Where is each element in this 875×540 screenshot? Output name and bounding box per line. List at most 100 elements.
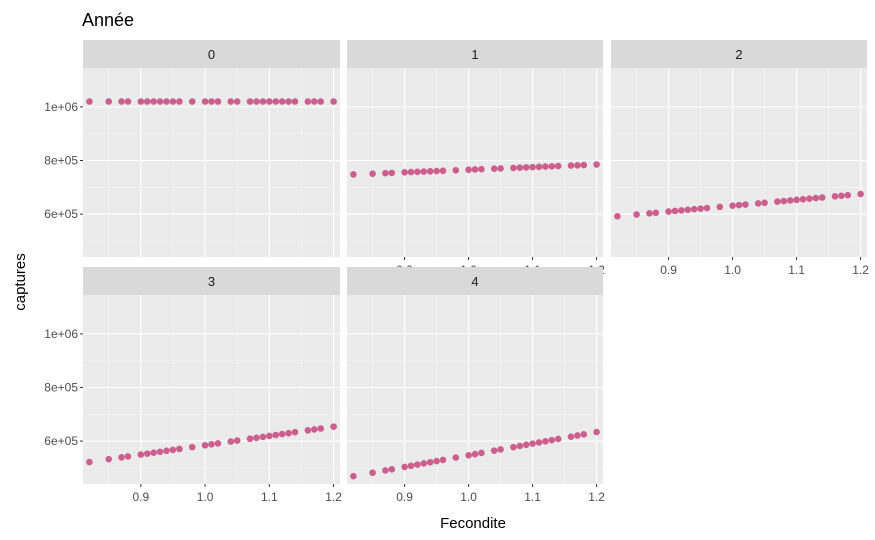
data-point: [118, 98, 125, 105]
data-point: [471, 450, 479, 458]
data-point: [137, 451, 145, 458]
data-point: [407, 168, 415, 176]
data-point: [137, 98, 145, 105]
data-point: [304, 98, 312, 105]
data-point: [259, 98, 267, 105]
data-point: [201, 98, 209, 105]
data-point: [208, 441, 215, 448]
data-point: [535, 439, 543, 446]
x-tick-label: 1.1: [524, 490, 541, 504]
x-tick-label: 1.1: [261, 490, 278, 504]
data-point: [548, 163, 556, 170]
data-point: [426, 167, 434, 175]
data-point: [646, 210, 653, 217]
data-point: [567, 162, 575, 169]
y-tick-label: 8e+05: [44, 380, 78, 394]
x-tick-label: 0.9: [132, 490, 149, 504]
chart-title: Année: [82, 10, 134, 30]
data-point: [124, 98, 132, 105]
data-point: [652, 209, 660, 217]
data-point: [439, 167, 447, 175]
data-point: [201, 441, 209, 449]
data-point: [407, 462, 415, 470]
data-point: [253, 98, 260, 105]
data-point: [169, 446, 177, 454]
data-point: [214, 440, 222, 447]
data-point: [105, 98, 112, 105]
data-point: [729, 202, 736, 210]
data-point: [542, 163, 549, 170]
data-point: [665, 208, 672, 215]
x-tick-label: 1.0: [460, 490, 477, 504]
data-point: [272, 431, 280, 439]
data-point: [754, 200, 762, 207]
panels: 06e+058e+051e+0610.91.01.11.220.91.01.11…: [44, 40, 869, 504]
data-point: [439, 456, 447, 464]
data-point: [163, 98, 170, 105]
data-point: [522, 164, 530, 171]
data-point: [574, 161, 581, 169]
data-point: [614, 212, 621, 220]
data-point: [143, 98, 151, 105]
data-point: [831, 193, 839, 200]
data-point: [188, 98, 196, 105]
data-point: [580, 431, 588, 438]
facet-strip: [611, 40, 867, 68]
data-point: [529, 440, 536, 447]
data-point: [208, 98, 215, 105]
y-tick-label: 8e+05: [44, 153, 78, 167]
data-point: [118, 454, 125, 461]
data-point: [554, 162, 562, 170]
data-point: [311, 98, 318, 105]
data-point: [188, 443, 196, 451]
facet-strip-label: 0: [208, 47, 215, 62]
data-point: [382, 169, 389, 177]
data-point: [742, 201, 749, 208]
panel-background: [347, 68, 603, 257]
x-tick-label: 1.2: [325, 490, 342, 504]
data-point: [278, 98, 286, 105]
data-point: [567, 433, 575, 440]
data-point: [671, 207, 679, 215]
data-point: [350, 472, 357, 480]
data-point: [401, 463, 408, 471]
data-point: [478, 449, 485, 457]
facet-strip-label: 1: [471, 47, 478, 62]
data-point: [227, 438, 235, 445]
x-tick-label: 0.9: [660, 263, 677, 277]
data-point: [465, 166, 472, 174]
data-point: [388, 169, 396, 177]
data-point: [150, 449, 157, 457]
data-point: [799, 195, 807, 203]
y-axis-title: captures: [12, 253, 29, 311]
data-point: [285, 429, 292, 437]
data-point: [510, 443, 517, 451]
facet-panel-1: 10.91.01.11.2: [347, 40, 605, 277]
data-point: [574, 432, 581, 439]
data-point: [818, 194, 826, 201]
data-point: [317, 425, 325, 432]
data-point: [510, 164, 517, 172]
data-point: [420, 168, 428, 175]
data-point: [350, 171, 357, 178]
x-tick-label: 1.2: [588, 490, 605, 504]
data-point: [176, 98, 183, 105]
data-point: [253, 434, 260, 442]
y-tick-label: 6e+05: [44, 434, 78, 448]
data-point: [86, 98, 93, 105]
data-point: [414, 168, 421, 176]
facet-strip-label: 4: [471, 274, 478, 289]
facet-strip: [83, 267, 340, 295]
data-point: [554, 435, 562, 443]
data-point: [593, 428, 600, 436]
facet-strip: [347, 267, 603, 295]
facet-strip: [83, 40, 340, 68]
data-point: [304, 427, 312, 434]
data-point: [291, 98, 299, 105]
x-tick-label: 1.0: [724, 263, 741, 277]
data-point: [490, 165, 498, 172]
data-point: [105, 455, 112, 463]
data-point: [163, 447, 170, 455]
data-point: [516, 164, 524, 171]
